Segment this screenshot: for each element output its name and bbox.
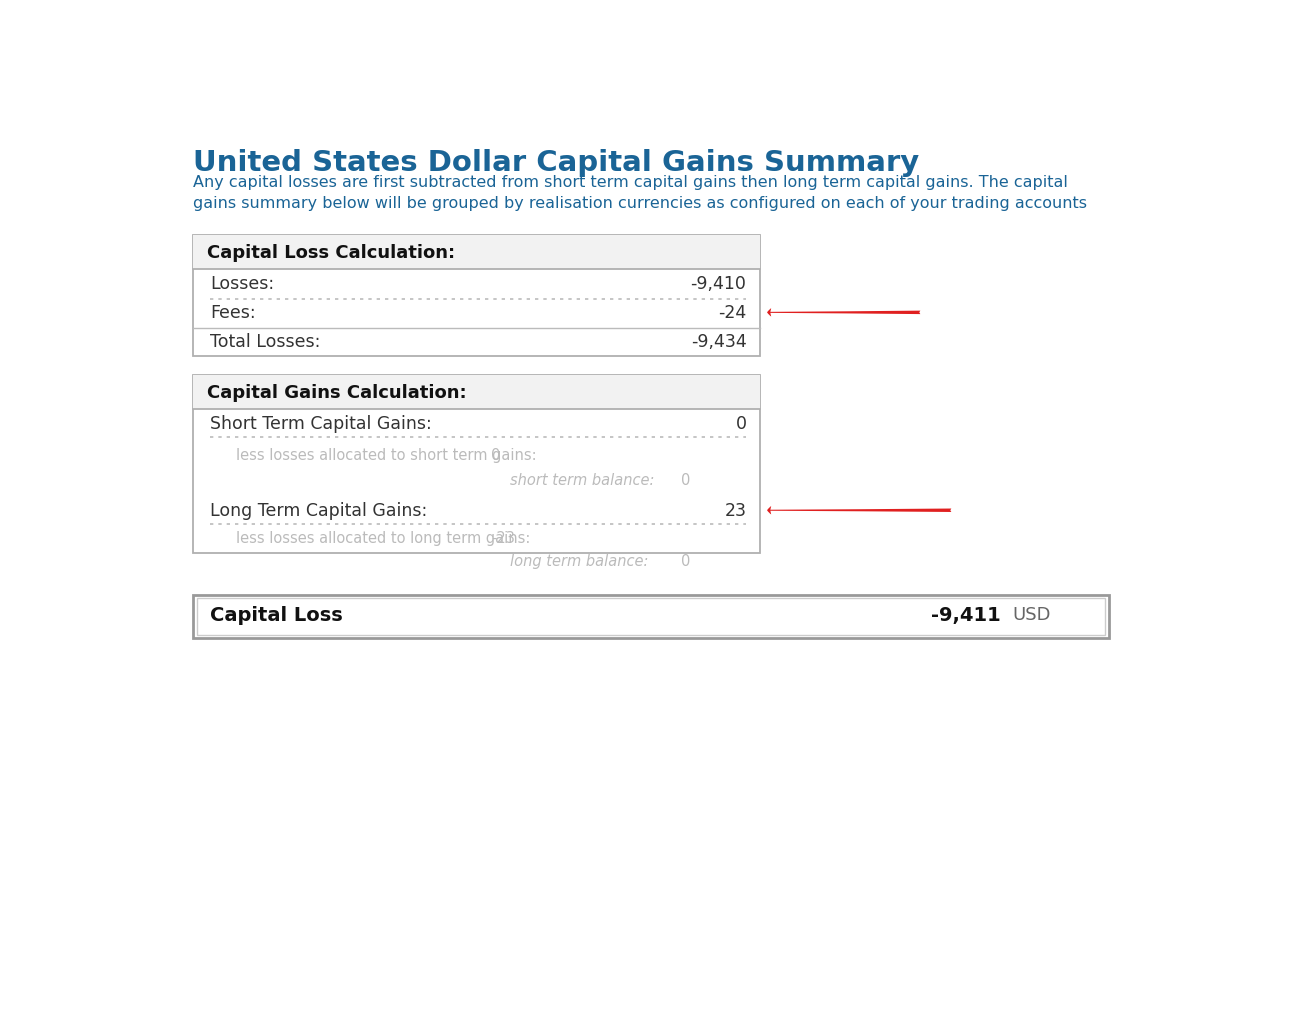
Text: USD: USD xyxy=(1012,605,1051,624)
Bar xyxy=(192,236,761,357)
Text: short term balance:: short term balance: xyxy=(511,473,654,487)
Text: 0: 0 xyxy=(681,473,690,487)
Text: Fees:: Fees: xyxy=(211,304,255,322)
Text: -9,411: -9,411 xyxy=(931,605,1000,624)
Text: Total Losses:: Total Losses: xyxy=(211,332,321,351)
Text: Capital Gains Calculation:: Capital Gains Calculation: xyxy=(207,384,466,403)
Text: Capital Loss Calculation:: Capital Loss Calculation: xyxy=(207,245,456,262)
Text: long term balance:: long term balance: xyxy=(511,553,648,569)
Bar xyxy=(192,595,1109,639)
Text: Capital Loss: Capital Loss xyxy=(211,605,343,624)
Text: Losses:: Losses: xyxy=(211,275,275,292)
Text: United States Dollar Capital Gains Summary: United States Dollar Capital Gains Summa… xyxy=(192,149,919,177)
Text: 23: 23 xyxy=(724,501,746,520)
Text: 0: 0 xyxy=(681,553,690,569)
Text: -24: -24 xyxy=(719,304,746,322)
Text: -9,410: -9,410 xyxy=(691,275,746,292)
Bar xyxy=(196,598,1105,636)
Text: Any capital losses are first subtracted from short term capital gains then long : Any capital losses are first subtracted … xyxy=(192,174,1068,190)
Text: 0: 0 xyxy=(736,415,746,433)
Bar xyxy=(192,376,761,410)
Text: less losses allocated to long term gains:: less losses allocated to long term gains… xyxy=(236,530,530,545)
Bar xyxy=(192,376,761,553)
Text: -9,434: -9,434 xyxy=(691,332,746,351)
Text: -23: -23 xyxy=(491,530,516,545)
Text: 0: 0 xyxy=(491,447,501,462)
Bar xyxy=(192,236,761,270)
Text: Long Term Capital Gains:: Long Term Capital Gains: xyxy=(211,501,427,520)
Text: Short Term Capital Gains:: Short Term Capital Gains: xyxy=(211,415,432,433)
Text: less losses allocated to short term gains:: less losses allocated to short term gain… xyxy=(236,447,537,462)
Text: gains summary below will be grouped by realisation currencies as configured on e: gains summary below will be grouped by r… xyxy=(192,196,1086,210)
